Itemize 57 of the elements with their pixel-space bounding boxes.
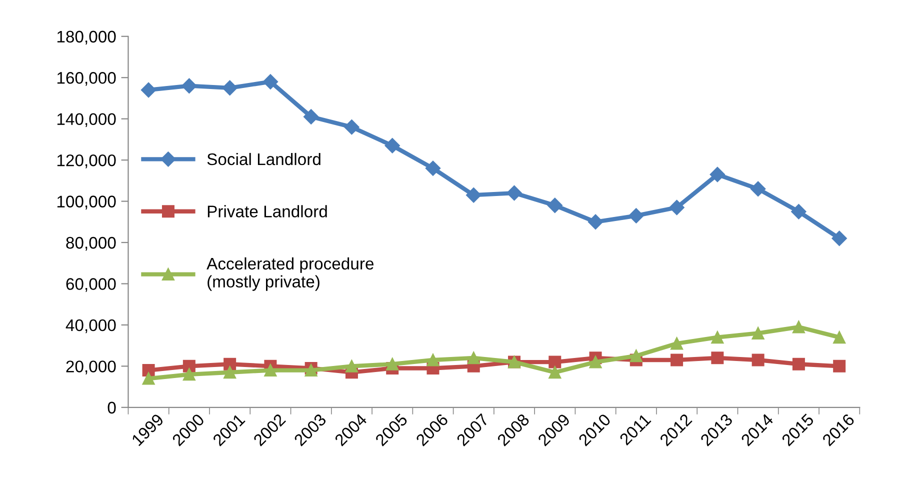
- point: [345, 360, 358, 372]
- point: [344, 120, 360, 135]
- point: [467, 352, 480, 364]
- legend-label: Private Landlord: [208, 205, 327, 218]
- y-tick-label: 140,000: [57, 113, 116, 127]
- y-tick-label: 40,000: [66, 319, 116, 334]
- point: [711, 352, 724, 364]
- point: [669, 200, 684, 216]
- y-tick-label: 0: [108, 402, 116, 414]
- point: [262, 74, 278, 90]
- point: [182, 368, 196, 381]
- y-tick-label: 180,000: [57, 30, 116, 45]
- point: [750, 181, 766, 196]
- point: [588, 214, 604, 230]
- y-tick-label: 120,000: [57, 154, 116, 168]
- point: [182, 360, 196, 372]
- point: [670, 354, 684, 366]
- point: [384, 138, 400, 154]
- y-tick-label: 80,000: [66, 236, 116, 251]
- legend-label: Social Landlord: [207, 152, 320, 166]
- y-tick-label: 100,000: [57, 196, 116, 210]
- point: [630, 350, 642, 362]
- point: [224, 358, 236, 370]
- point: [628, 208, 644, 224]
- legend-label: Accelerated procedure (mostly private): [206, 257, 374, 291]
- point: [224, 366, 236, 379]
- point: [833, 331, 846, 344]
- point: [140, 82, 156, 98]
- point: [792, 320, 805, 334]
- point: [142, 372, 155, 385]
- point: [752, 354, 764, 366]
- point: [832, 230, 847, 246]
- point: [142, 364, 155, 377]
- point: [752, 326, 764, 340]
- point: [182, 78, 197, 94]
- point: [264, 364, 277, 377]
- point: [548, 366, 562, 379]
- point: [833, 360, 846, 372]
- point: [792, 358, 805, 370]
- point: [710, 166, 726, 182]
- point: [589, 356, 602, 368]
- point: [670, 337, 684, 350]
- point: [548, 356, 562, 368]
- point: [425, 160, 441, 176]
- point: [222, 80, 238, 96]
- point: [547, 198, 562, 213]
- point: [791, 204, 806, 220]
- point: [304, 364, 318, 377]
- point: [426, 354, 440, 366]
- y-tick-label: 60,000: [66, 278, 116, 292]
- y-tick-label: 20,000: [66, 360, 116, 374]
- point: [466, 188, 482, 203]
- y-tick-label: 160,000: [57, 72, 116, 86]
- point: [386, 358, 399, 370]
- point: [304, 109, 319, 124]
- point: [711, 331, 724, 344]
- point: [506, 185, 522, 201]
